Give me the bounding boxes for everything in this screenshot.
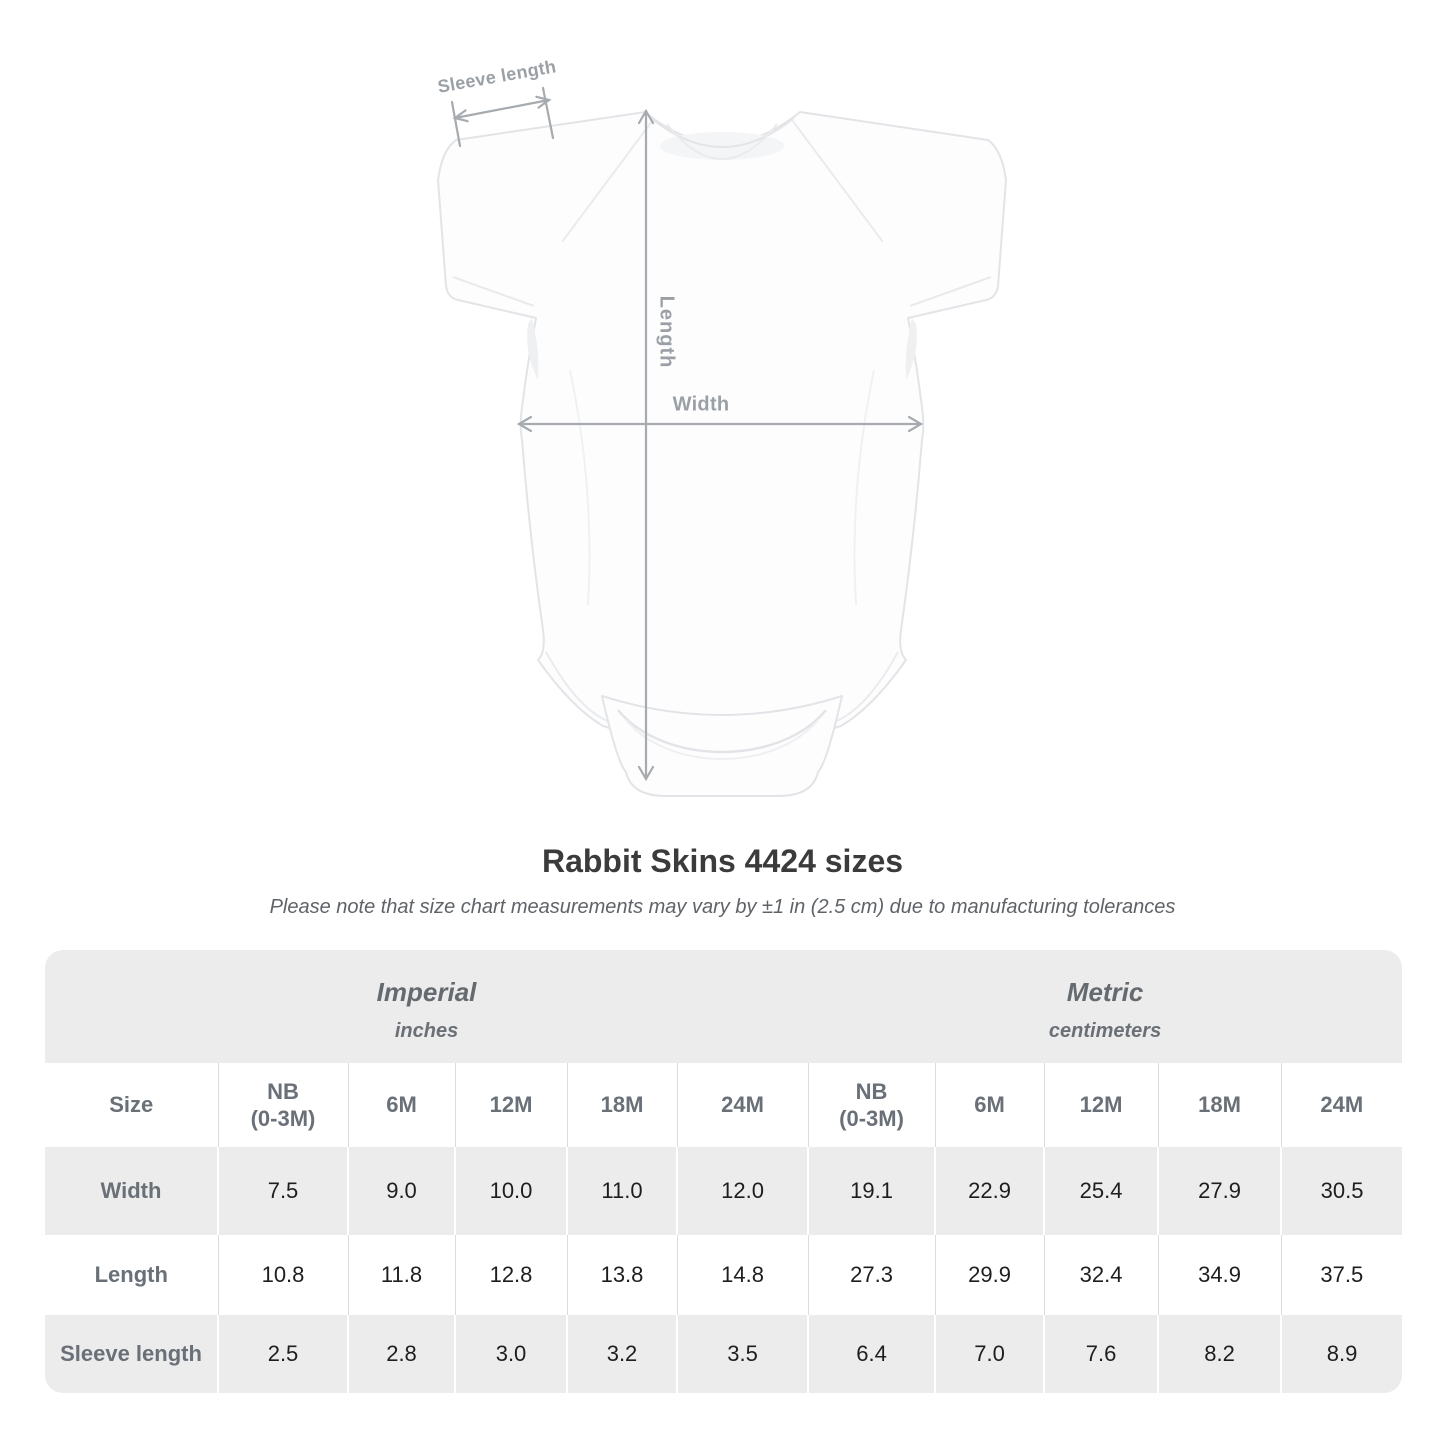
length-imperial-24m: 14.8 [676,1235,809,1315]
col-header-imperial-24m: 24M [676,1063,809,1147]
sleeve-imperial-12m: 3.0 [454,1315,567,1393]
length-imperial-6m: 11.8 [347,1235,455,1315]
sleeve-length-arrow [450,86,555,148]
sleeve-imperial-nb: 2.5 [217,1315,348,1393]
metric-label: Metric [1066,977,1144,1007]
onesie-illustration [437,111,1007,797]
col-header-metric-24m: 24M [1280,1063,1402,1147]
sleeve-metric-12m: 7.6 [1043,1315,1159,1393]
width-metric-nb: 19.1 [807,1147,936,1235]
unit-header-row: Imperial inches Metric centimeters [45,950,1402,1063]
metric-section-header: Metric centimeters [808,950,1402,1063]
sleeve-metric-18m: 8.2 [1157,1315,1282,1393]
tolerance-note: Please note that size chart measurements… [269,896,1176,918]
sleeve-imperial-6m: 2.8 [347,1315,455,1393]
col-header-imperial-6m: 6M [347,1063,455,1147]
width-imperial-6m: 9.0 [347,1147,455,1235]
col-header-imperial-18m: 18M [566,1063,677,1147]
width-arrow [516,415,924,433]
col-header-imperial-12m: 12M [454,1063,567,1147]
sleeve-metric-6m: 7.0 [934,1315,1045,1393]
row-label-width: Width [45,1147,218,1235]
imperial-label: Imperial [376,977,477,1007]
length-arrow [637,108,655,782]
col-header-metric-12m: 12M [1043,1063,1159,1147]
col-header-metric-18m: 18M [1157,1063,1282,1147]
length-metric-24m: 37.5 [1280,1235,1402,1315]
width-imperial-nb: 7.5 [217,1147,348,1235]
table-row-sleeve-length: Sleeve length 2.5 2.8 3.0 3.2 3.5 6.4 7.… [45,1315,1402,1393]
col-header-metric-nb: NB (0-3M) [807,1063,936,1147]
length-imperial-18m: 13.8 [566,1235,677,1315]
sleeve-metric-24m: 8.9 [1280,1315,1402,1393]
sleeve-metric-nb: 6.4 [807,1315,936,1393]
length-metric-6m: 29.9 [934,1235,1045,1315]
size-header-row: Size NB (0-3M) 6M 12M 18M 24M NB (0-3M) … [45,1063,1402,1147]
length-metric-18m: 34.9 [1157,1235,1282,1315]
size-chart-table: Imperial inches Metric centimeters Size … [45,950,1402,1393]
imperial-section-header: Imperial inches [45,950,809,1063]
length-imperial-12m: 12.8 [454,1235,567,1315]
sleeve-imperial-24m: 3.5 [675,1315,809,1393]
size-corner-header: Size [45,1063,218,1147]
length-metric-12m: 32.4 [1043,1235,1159,1315]
row-label-sleeve-length: Sleeve length [45,1315,218,1393]
width-metric-6m: 22.9 [934,1147,1045,1235]
length-metric-nb: 27.3 [807,1235,936,1315]
width-metric-24m: 30.5 [1280,1147,1402,1235]
sleeve-imperial-18m: 3.2 [566,1315,677,1393]
page-title: Rabbit Skins 4424 sizes [541,843,904,879]
length-diagram-label: Length [655,295,678,369]
width-imperial-18m: 11.0 [566,1147,677,1235]
metric-unit: centimeters [1048,1019,1162,1042]
width-metric-18m: 27.9 [1157,1147,1282,1235]
col-header-metric-6m: 6M [934,1063,1045,1147]
width-metric-12m: 25.4 [1043,1147,1159,1235]
table-row-width: Width 7.5 9.0 10.0 11.0 12.0 19.1 22.9 2… [45,1147,1402,1235]
imperial-unit: inches [394,1019,459,1042]
col-header-imperial-nb: NB (0-3M) [217,1063,348,1147]
width-imperial-12m: 10.0 [454,1147,567,1235]
width-diagram-label: Width [672,393,730,416]
width-imperial-24m: 12.0 [675,1147,809,1235]
length-imperial-nb: 10.8 [217,1235,348,1315]
onesie-diagram [437,86,1007,797]
table-row-length: Length 10.8 11.8 12.8 13.8 14.8 27.3 29.… [45,1235,1402,1315]
row-label-length: Length [45,1235,218,1315]
